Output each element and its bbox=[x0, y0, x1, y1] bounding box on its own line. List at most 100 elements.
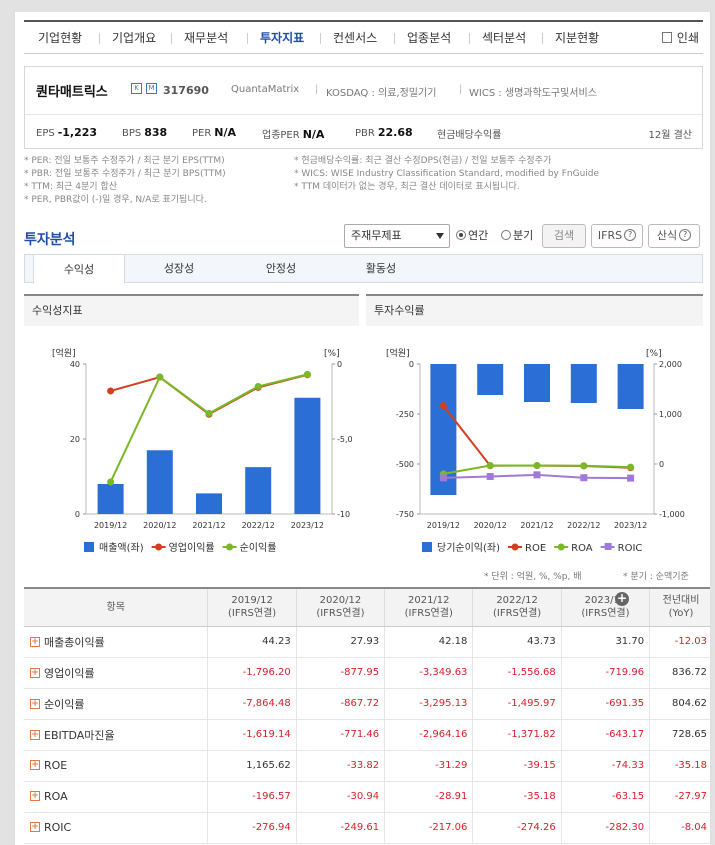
row-label-cell[interactable]: + 영업이익률 bbox=[24, 657, 208, 689]
bar bbox=[294, 397, 321, 514]
expand-icon[interactable]: + bbox=[30, 760, 40, 770]
table-cell: -274.26 bbox=[472, 812, 562, 844]
print-button[interactable]: 인쇄 bbox=[661, 22, 699, 54]
series-point bbox=[303, 370, 311, 378]
add-column-icon[interactable]: + bbox=[615, 591, 629, 606]
sub-tabs: 수익성 성장성 안정성 활동성 bbox=[24, 254, 703, 284]
series-point bbox=[439, 474, 447, 482]
table-row: + EBITDA마진율 -1,619.14 -771.46 -2,964.16 -1,37… bbox=[24, 719, 710, 751]
table-cell: 836.72 bbox=[649, 657, 710, 689]
series-point bbox=[439, 402, 447, 410]
right-tick-label: 0 bbox=[659, 460, 664, 469]
radio-annual-label: 연간 bbox=[468, 229, 489, 242]
expand-icon[interactable]: + bbox=[30, 822, 40, 832]
table-cell: -1,556.68 bbox=[472, 657, 562, 689]
nav-divider bbox=[247, 33, 248, 44]
divider bbox=[25, 114, 702, 115]
sub-tab[interactable]: 안정성 bbox=[265, 262, 297, 275]
market-info: KOSDAQ : 의료,정밀기기 bbox=[326, 88, 437, 99]
nav-tab[interactable]: 기업개요 bbox=[112, 31, 157, 45]
table-row: + ROE 1,165.62 -33.82 -31.29 -39.15 -74.33 -35.… bbox=[24, 750, 710, 782]
nav-tab[interactable]: 업종분석 bbox=[407, 31, 452, 45]
table-cell: -28.91 bbox=[384, 781, 473, 813]
fin-eps: EPS -1,223 bbox=[36, 126, 98, 139]
search-button[interactable]: 검색 bbox=[542, 224, 586, 248]
note-line: * 현금배당수익률: 최근 결산 수정DPS(현금) / 전일 보통주 수정주가 bbox=[294, 156, 552, 166]
nav-tab[interactable]: 섹터분석 bbox=[482, 31, 527, 45]
x-tick-label: 2023/12 bbox=[291, 521, 324, 530]
left-tick-label: -500 bbox=[396, 460, 414, 469]
nav-tab[interactable]: 기업현황 bbox=[38, 31, 83, 45]
chevron-down-icon bbox=[436, 233, 444, 239]
expand-icon[interactable]: + bbox=[30, 729, 40, 740]
header-period: 2023/12 (IFRS연결) bbox=[560, 587, 650, 627]
series-line bbox=[442, 405, 631, 469]
nav-tab[interactable]: 재무분석 bbox=[184, 31, 229, 45]
nav-tab[interactable]: 컨센서스 bbox=[333, 31, 378, 45]
row-label-cell[interactable]: + ROIC bbox=[24, 812, 208, 844]
statement-select[interactable]: 주재무제표 bbox=[344, 224, 450, 248]
row-label-cell[interactable]: + 순이익률 bbox=[24, 688, 208, 720]
right-tick-label: 0 bbox=[337, 360, 342, 369]
kosdaq-icon[interactable]: K bbox=[131, 83, 142, 94]
row-label-cell[interactable]: + EBITDA마진율 bbox=[24, 719, 208, 751]
table-cell: -30.94 bbox=[295, 781, 385, 813]
expand-icon[interactable]: + bbox=[30, 791, 40, 801]
x-tick-label: 2019/12 bbox=[94, 521, 127, 530]
nav-divider bbox=[171, 33, 172, 44]
ifrs-button[interactable]: IFRS? bbox=[591, 224, 643, 248]
period-year: 2019/12 bbox=[231, 595, 273, 607]
table-cell: -691.35 bbox=[560, 688, 650, 720]
x-tick-label: 2020/12 bbox=[143, 521, 176, 530]
formula-label: 산식 bbox=[656, 229, 678, 242]
nav-tab[interactable]: 투자지표 bbox=[260, 31, 305, 45]
radio-quarter[interactable]: 분기 bbox=[501, 224, 533, 248]
table-cell: -643.17 bbox=[560, 719, 650, 751]
legend-label: ROIC bbox=[618, 543, 643, 554]
row-label-cell[interactable]: + 매출총이익률 bbox=[24, 626, 208, 658]
series-point bbox=[580, 474, 588, 482]
nav-tab[interactable]: 지분현황 bbox=[555, 31, 600, 45]
table-cell: -2,964.16 bbox=[384, 719, 473, 751]
left-tick-label: 20 bbox=[70, 435, 80, 444]
indicator-table: 항목 2019/12 (IFRS연결) 2020/12 (IFRS연결) 2021/12(… bbox=[24, 587, 710, 844]
right-unit-label: [%] bbox=[646, 349, 662, 359]
radio-annual[interactable]: 연간 bbox=[456, 224, 488, 248]
legend-label: 영업이익률 bbox=[169, 541, 215, 554]
table-cell: -867.72 bbox=[295, 688, 385, 720]
legend-swatch bbox=[604, 543, 612, 550]
top-nav: 기업현황 기업개요 재무분석 투자지표 컨센서스 업종분석 섹터분석 지분현황 인쇄 bbox=[24, 20, 703, 54]
expand-icon[interactable]: + bbox=[30, 698, 40, 709]
table-cell: -282.30 bbox=[560, 812, 650, 844]
sub-tab[interactable]: 활동성 bbox=[365, 262, 397, 275]
series-point bbox=[533, 461, 541, 469]
table-cell: 804.62 bbox=[649, 688, 710, 720]
formula-button[interactable]: 산식? bbox=[648, 224, 700, 248]
sub-tab[interactable]: 수익성 bbox=[33, 254, 125, 284]
fin-bps: BPS 838 bbox=[122, 126, 168, 139]
legend-swatch bbox=[422, 542, 432, 552]
row-label: EBITDA마진율 bbox=[44, 728, 115, 742]
row-label-cell[interactable]: + ROA bbox=[24, 781, 208, 813]
note-line: * WICS: WISE Industry Classification Sta… bbox=[294, 169, 600, 179]
x-tick-label: 2021/12 bbox=[520, 521, 553, 530]
header-period: 2019/12 (IFRS연결) bbox=[207, 587, 297, 627]
ifrs-label: IFRS bbox=[597, 229, 623, 242]
home-icon[interactable]: M bbox=[146, 83, 157, 94]
period-sub: (IFRS연결) bbox=[316, 608, 365, 620]
table-cell: 42.18 bbox=[384, 626, 473, 658]
x-tick-label: 2022/12 bbox=[242, 521, 275, 530]
expand-icon[interactable]: + bbox=[30, 667, 40, 678]
table-row: + ROIC -276.94 -249.61 -217.06 -274.26 -282.30… bbox=[24, 812, 710, 844]
bar bbox=[524, 364, 550, 402]
table-header-row: 항목 2019/12 (IFRS연결) 2020/12 (IFRS연결) 2021/12(… bbox=[24, 587, 710, 627]
note-line: * TTM 데이터가 없는 경우, 최근 결산 데이터로 표시됩니다. bbox=[294, 182, 520, 192]
expand-icon[interactable]: + bbox=[30, 636, 40, 647]
right-tick-label: -10 bbox=[337, 510, 350, 519]
table-cell: -35.18 bbox=[472, 781, 562, 813]
print-label: 인쇄 bbox=[676, 31, 699, 45]
row-label-cell[interactable]: + ROE bbox=[24, 750, 208, 782]
series-point bbox=[627, 463, 635, 471]
sub-tab[interactable]: 성장성 bbox=[163, 262, 195, 275]
table-cell: -35.18 bbox=[649, 750, 710, 782]
